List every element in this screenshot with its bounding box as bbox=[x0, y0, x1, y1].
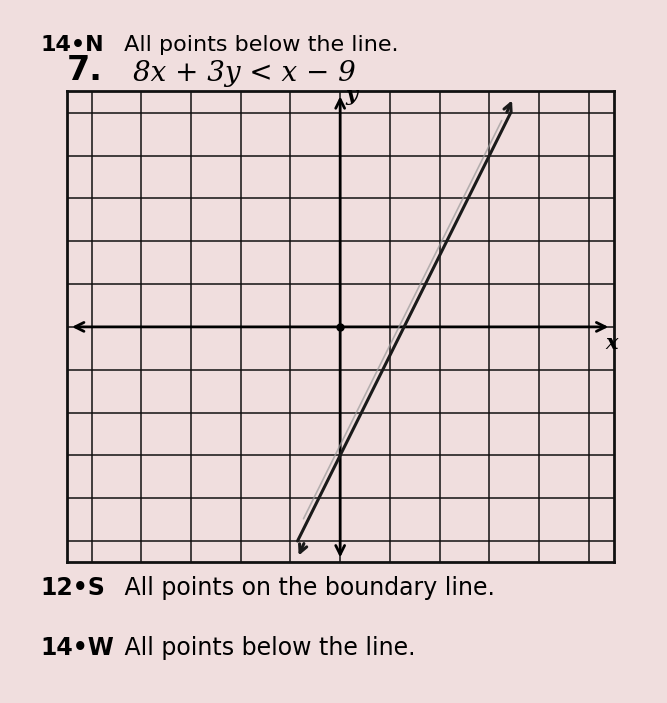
Text: 8x + 3y < x − 9: 8x + 3y < x − 9 bbox=[133, 60, 356, 87]
Text: All points on the boundary line.: All points on the boundary line. bbox=[117, 576, 495, 600]
Text: All points below the line.: All points below the line. bbox=[117, 636, 416, 659]
Text: All points below the line.: All points below the line. bbox=[117, 34, 398, 55]
Text: 14•N: 14•N bbox=[40, 34, 103, 55]
Text: y: y bbox=[345, 85, 357, 105]
Text: 12•S: 12•S bbox=[40, 576, 105, 600]
Text: x: x bbox=[605, 333, 618, 353]
Text: 7.: 7. bbox=[67, 54, 103, 87]
Text: 14•W: 14•W bbox=[40, 636, 114, 659]
